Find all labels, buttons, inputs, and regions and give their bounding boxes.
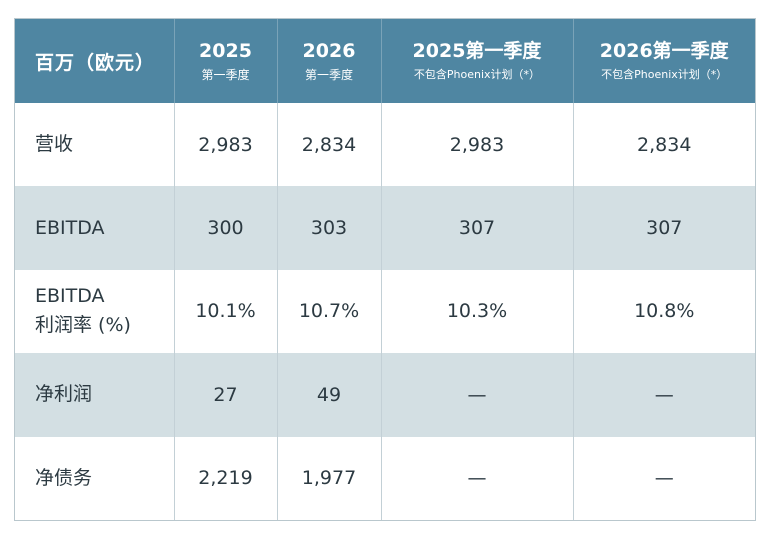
table-cell: 300 xyxy=(174,186,278,270)
header-col-2026-q1: 2026 第一季度 xyxy=(277,19,382,103)
table-cell: — xyxy=(381,436,574,520)
table-cell: 303 xyxy=(277,186,382,270)
header-year: 2026 xyxy=(302,39,356,62)
header-subtitle: 第一季度 xyxy=(304,67,353,82)
table-row-ebitda-margin: EBITDA 利润率 (%) 10.1% 10.7% 10.3% 10.8% xyxy=(15,269,755,354)
table-cell: — xyxy=(573,436,755,520)
header-subtitle: 不包含Phoenix计划（*） xyxy=(601,67,728,81)
header-col-2026-q1-excl-phoenix: 2026第一季度 不包含Phoenix计划（*） xyxy=(573,19,755,103)
table-cell: 10.1% xyxy=(174,269,278,354)
header-year: 2025 xyxy=(199,39,252,62)
table-cell: 10.8% xyxy=(573,269,755,354)
row-label-line1: EBITDA xyxy=(35,285,105,308)
row-label: 净债务 xyxy=(15,436,175,520)
row-label: EBITDA xyxy=(15,186,175,270)
financial-table: 百万（欧元） 2025 第一季度 2026 第一季度 2025第一季度 不包含P… xyxy=(15,19,755,520)
row-label-line2: 利润率 (%) xyxy=(35,314,131,337)
table-cell: 2,219 xyxy=(174,436,278,520)
table-cell: 49 xyxy=(277,353,382,437)
header-year: 2025第一季度 xyxy=(412,39,542,62)
row-label: 营收 xyxy=(15,103,175,187)
header-col-2025-q1-excl-phoenix: 2025第一季度 不包含Phoenix计划（*） xyxy=(381,19,574,103)
header-row: 百万（欧元） 2025 第一季度 2026 第一季度 2025第一季度 不包含P… xyxy=(15,19,755,103)
table-cell: 2,983 xyxy=(381,103,574,187)
table-cell: 10.3% xyxy=(381,269,574,354)
header-year: 2026第一季度 xyxy=(599,39,729,62)
table-row-net-profit: 净利润 27 49 — — xyxy=(15,353,755,437)
table-row-revenue: 营收 2,983 2,834 2,983 2,834 xyxy=(15,103,755,187)
financial-table-frame: 百万（欧元） 2025 第一季度 2026 第一季度 2025第一季度 不包含P… xyxy=(14,18,756,521)
table-cell: — xyxy=(573,353,755,437)
table-row-net-debt: 净债务 2,219 1,977 — — xyxy=(15,436,755,520)
table-row-ebitda: EBITDA 300 303 307 307 xyxy=(15,186,755,270)
table-cell: — xyxy=(381,353,574,437)
header-subtitle: 第一季度 xyxy=(201,67,250,82)
table-cell: 10.7% xyxy=(277,269,382,354)
header-subtitle: 不包含Phoenix计划（*） xyxy=(413,67,541,81)
table-cell: 27 xyxy=(174,353,278,437)
header-unit-label: 百万（欧元） xyxy=(15,19,175,103)
row-label: EBITDA 利润率 (%) xyxy=(15,269,175,354)
table-cell: 2,834 xyxy=(277,103,382,187)
table-cell: 1,977 xyxy=(277,436,382,520)
table-cell: 2,834 xyxy=(573,103,755,187)
row-label: 净利润 xyxy=(15,353,175,437)
table-cell: 2,983 xyxy=(174,103,278,187)
table-cell: 307 xyxy=(381,186,574,270)
table-cell: 307 xyxy=(573,186,755,270)
header-col-2025-q1: 2025 第一季度 xyxy=(174,19,278,103)
